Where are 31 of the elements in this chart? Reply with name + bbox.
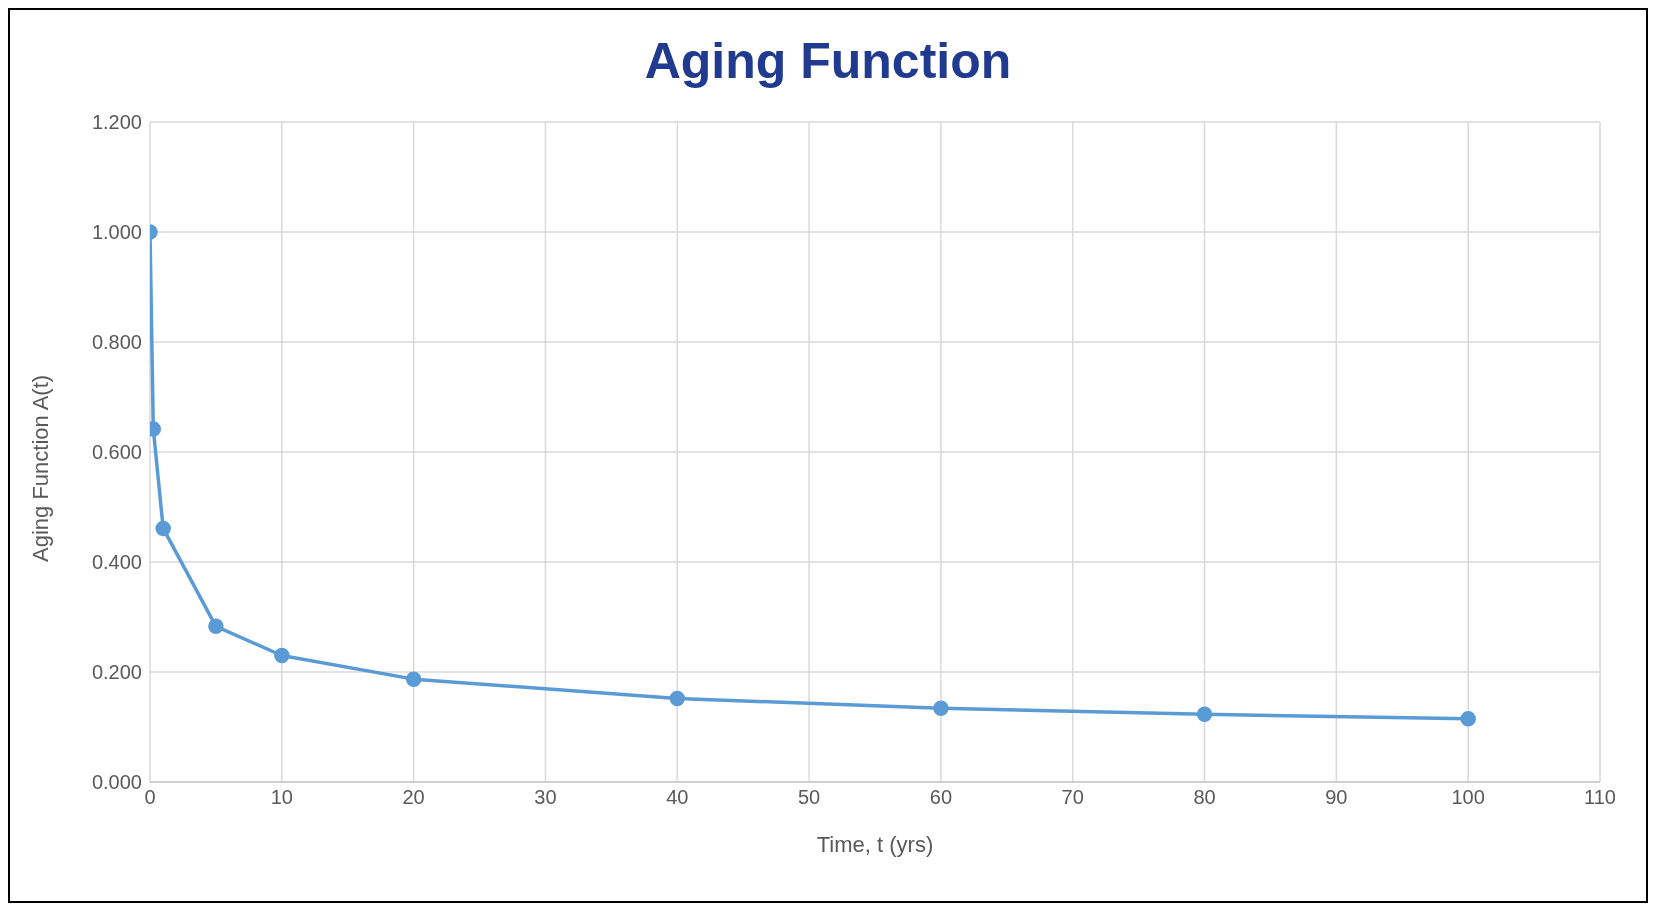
point <box>669 690 686 707</box>
point <box>1196 706 1213 723</box>
x-tick-label: 100 <box>1451 786 1485 809</box>
y-tick-label: 1.200 <box>91 111 142 134</box>
point <box>274 647 290 664</box>
x-tick-label: 10 <box>270 786 293 809</box>
y-tick-label: 0.000 <box>91 771 142 794</box>
y-tick-label: 0.200 <box>91 661 142 684</box>
point <box>933 700 949 717</box>
x-tick-label: 60 <box>929 786 953 809</box>
chart-frame: Aging Function 0 10 20 30 40 50 60 70 80 90 100 110 Time, t (yrs) 0.000 0.200 0.400 0.600 0.800 1.000 1.200 Aging Function A(t) <box>8 8 1648 903</box>
chart-title: Aging Function <box>643 32 1013 91</box>
y-axis-title: Aging Function A(t) <box>27 374 53 562</box>
x-tick-label: 70 <box>1061 786 1084 809</box>
point <box>1460 711 1476 727</box>
x-tick-label: 50 <box>797 786 821 809</box>
x-tick-label: 0 <box>144 786 156 809</box>
x-tick-label: 90 <box>1325 786 1348 809</box>
y-tick-label: 1.000 <box>91 221 142 244</box>
y-tick-label: 0.800 <box>91 331 142 354</box>
y-tick-label: 0.400 <box>91 551 142 574</box>
point <box>208 618 224 635</box>
x-tick-label: 20 <box>402 786 425 809</box>
x-tick-label: 30 <box>534 786 557 809</box>
y-tick-label: 0.600 <box>91 441 142 464</box>
x-axis-title: Time, t (yrs) <box>816 832 934 857</box>
x-tick-label: 80 <box>1193 786 1216 809</box>
x-tick-label: 110 <box>1584 786 1616 809</box>
point <box>155 520 171 537</box>
point <box>405 671 422 687</box>
x-tick-label: 40 <box>666 786 689 809</box>
